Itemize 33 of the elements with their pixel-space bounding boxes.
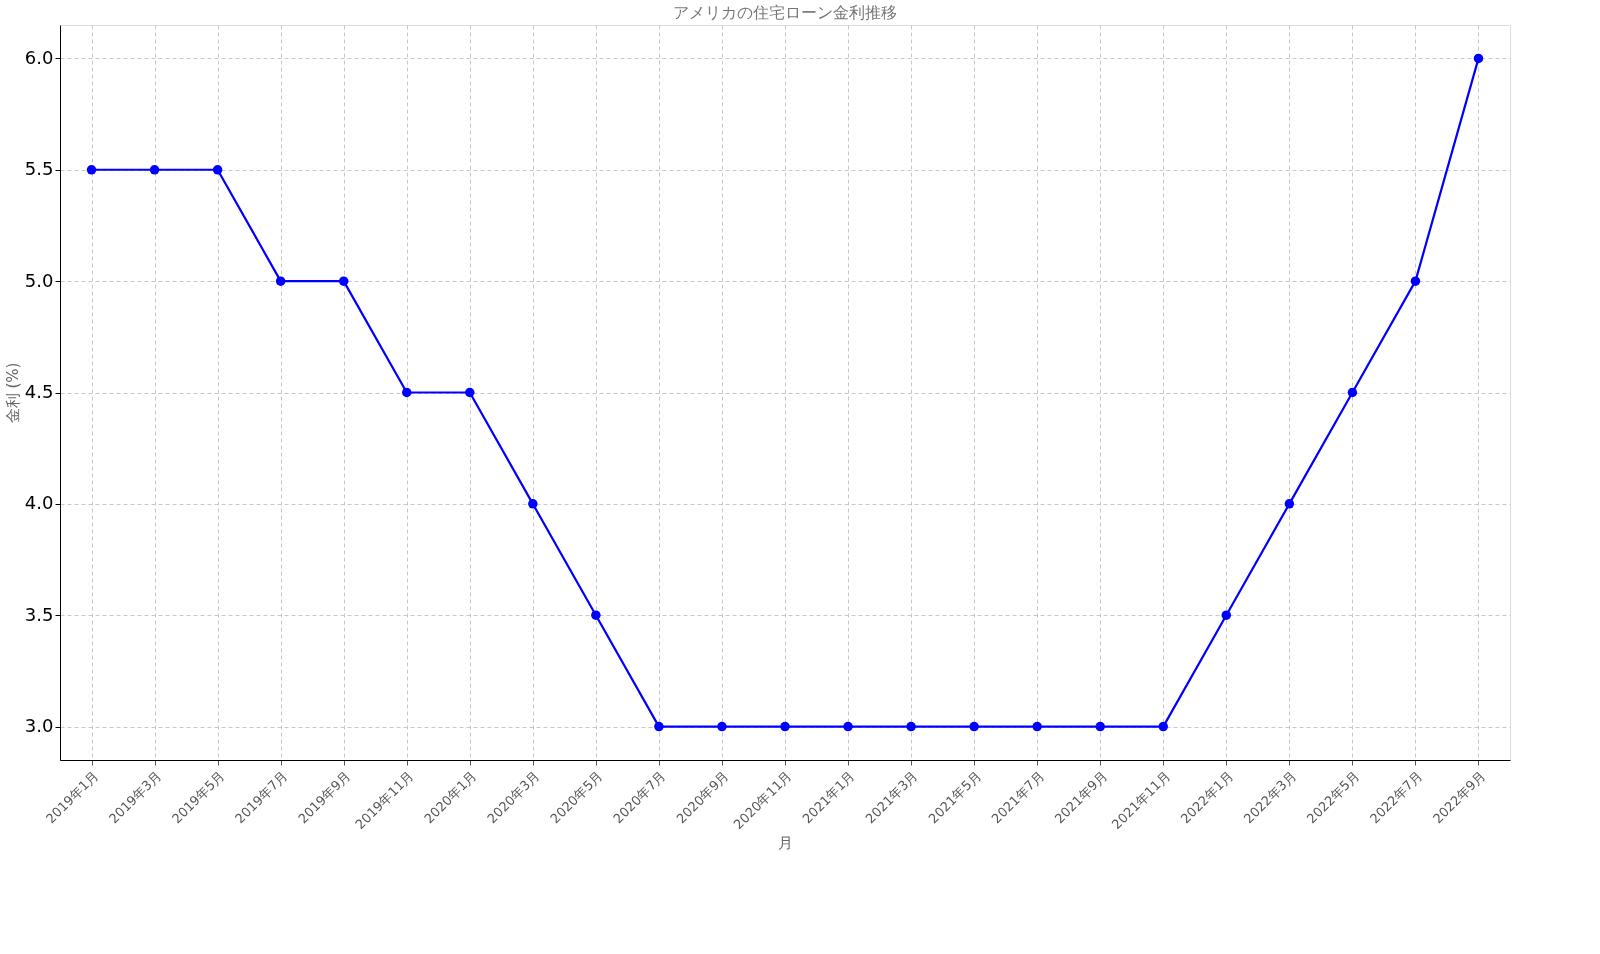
y-tick-label: 6.0	[24, 46, 54, 68]
point	[1473, 53, 1484, 64]
point	[338, 276, 349, 286]
point	[1410, 276, 1421, 286]
point	[969, 721, 979, 732]
point	[591, 610, 601, 620]
point	[843, 721, 853, 732]
point	[1284, 499, 1295, 509]
point	[402, 387, 412, 398]
point	[528, 499, 538, 509]
point	[212, 165, 223, 175]
y-tick-label: 5.0	[24, 269, 54, 291]
y-tick-label: 5.5	[24, 158, 54, 180]
point	[1032, 721, 1042, 732]
point	[717, 721, 727, 732]
chart-title: アメリカの住宅ローン金利推移	[673, 3, 897, 22]
y-tick-label: 4.0	[24, 492, 54, 514]
point	[1095, 721, 1105, 732]
point	[1158, 721, 1168, 732]
point	[149, 165, 160, 175]
y-tick-label: 3.0	[24, 715, 54, 737]
y-tick-label: 3.5	[24, 603, 54, 625]
point	[465, 387, 475, 398]
point	[86, 165, 97, 175]
point	[780, 721, 790, 732]
point	[1347, 387, 1358, 398]
point	[1221, 610, 1232, 620]
y-axis-title: 金利 (%)	[3, 362, 22, 424]
point	[275, 276, 286, 286]
x-axis-title: 月	[778, 834, 793, 853]
y-tick-label: 4.5	[24, 381, 54, 402]
point	[906, 721, 916, 732]
point	[654, 721, 664, 732]
